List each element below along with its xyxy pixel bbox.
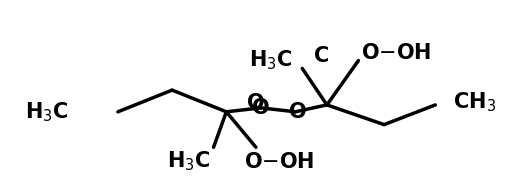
Text: C: C [314, 46, 330, 66]
Text: O: O [288, 102, 306, 122]
Text: H$_3$C: H$_3$C [249, 49, 293, 72]
Text: H$_3$C: H$_3$C [167, 149, 210, 173]
Text: O: O [252, 98, 270, 118]
Text: O$-$OH: O$-$OH [360, 43, 431, 63]
Text: CH$_3$: CH$_3$ [453, 90, 496, 114]
Text: O: O [247, 93, 265, 113]
Text: H$_3$C: H$_3$C [25, 100, 68, 124]
Text: O$-$OH: O$-$OH [244, 152, 315, 172]
